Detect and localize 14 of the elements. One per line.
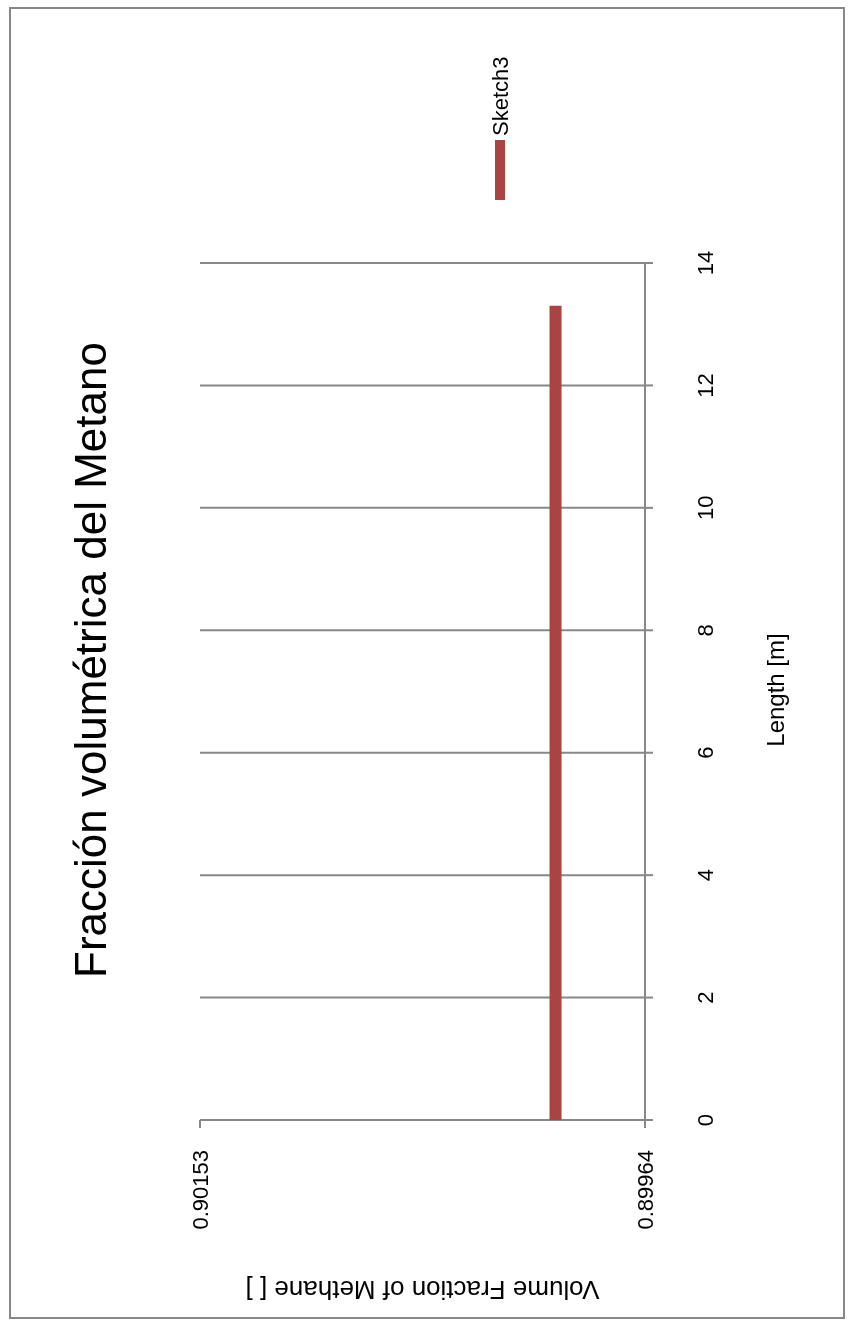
text: Sketch3 xyxy=(487,56,513,136)
x-tick-label: 0.90153 xyxy=(187,1150,213,1230)
text: Fracción volumétrica del Metano xyxy=(65,342,115,978)
y-tick-label: 0 xyxy=(692,1113,718,1127)
y-tick-label: 8 xyxy=(692,624,718,637)
y-tick-label: 6 xyxy=(692,746,718,759)
y-tick-label: 2 xyxy=(692,991,718,1004)
y-tick-label: 4 xyxy=(692,869,718,882)
x-axis-title: Volume Fraction of Methane [ ] xyxy=(245,1275,600,1305)
x-tick-label: 0.89964 xyxy=(632,1150,658,1230)
y-axis-title: Length [m] xyxy=(761,633,789,747)
y-tick-label: 12 xyxy=(692,373,718,398)
y-tick-label: 14 xyxy=(692,250,718,276)
y-tick-label: 10 xyxy=(692,495,718,521)
